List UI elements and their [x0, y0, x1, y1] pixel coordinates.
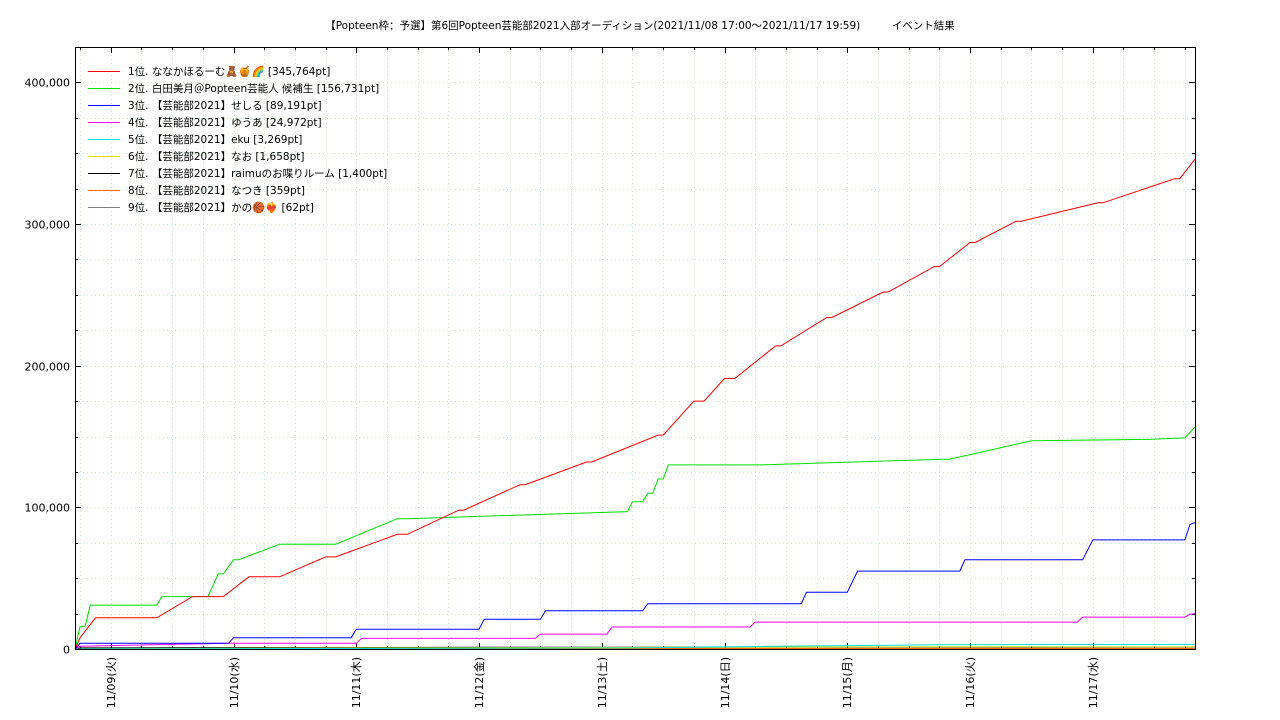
legend-label: 8位. 【芸能部2021】なつき [359pt] [128, 184, 305, 197]
legend-label: 4位. 【芸能部2021】ゆうあ [24,972pt] [128, 116, 322, 129]
x-tick-label: 11/16(火) [964, 657, 977, 708]
y-tick-label: 0 [63, 644, 70, 657]
x-tick-label: 11/13(土) [596, 657, 609, 708]
legend-label: 2位. 白田美月＠Popteen芸能人 候補生 [156,731pt] [128, 82, 379, 95]
x-tick-label: 11/10(水) [228, 657, 241, 708]
x-tick-label: 11/11(木) [350, 657, 363, 708]
chart-title: 【Popteen枠：予選】第6回Popteen芸能部2021入部オーディション(… [325, 20, 955, 32]
series-line [74, 426, 1196, 650]
x-tick-label: 11/17(水) [1087, 657, 1100, 708]
plot-frame [75, 47, 1196, 650]
series-line [74, 158, 1196, 650]
x-tick-label: 11/09(火) [105, 657, 118, 708]
series-lines [74, 158, 1196, 650]
x-tick-label: 11/12(金) [472, 657, 486, 708]
legend-label: 3位. 【芸能部2021】せしる [89,191pt] [128, 99, 322, 112]
series-line [74, 522, 1196, 650]
legend-label: 9位. 【芸能部2021】かの🏀❤️‍🔥 [62pt] [128, 200, 314, 214]
y-axis: 0 100,000 200,000 300,000 400,000 [25, 77, 71, 657]
x-tick-label: 11/14(日) [719, 657, 732, 708]
y-tick-label: 400,000 [25, 77, 71, 90]
legend-label: 5位. 【芸能部2021】eku [3,269pt] [128, 133, 302, 146]
x-tick-label: 11/15(月) [841, 657, 854, 708]
legend-label: 1位. ななかほるーむ🧸🍯🌈 [345,764pt] [128, 65, 330, 78]
y-tick-label: 100,000 [25, 502, 71, 515]
legend-label: 6位. 【芸能部2021】なお [1,658pt] [128, 150, 304, 163]
x-axis: 11/09(火) 11/10(水) 11/11(木) 11/12(金) 11/13(土)… [105, 657, 1100, 708]
y-tick-label: 200,000 [25, 361, 71, 374]
series-line [74, 643, 1196, 650]
legend: 1位. ななかほるーむ🧸🍯🌈 [345,764pt] 2位. 白田美月＠Popte… [88, 65, 387, 214]
grid-lines [75, 47, 1195, 649]
legend-label: 7位. 【芸能部2021】raimuのお喋りルーム [1,400pt] [128, 167, 387, 180]
y-tick-label: 300,000 [25, 219, 71, 232]
series-line [74, 613, 1196, 650]
